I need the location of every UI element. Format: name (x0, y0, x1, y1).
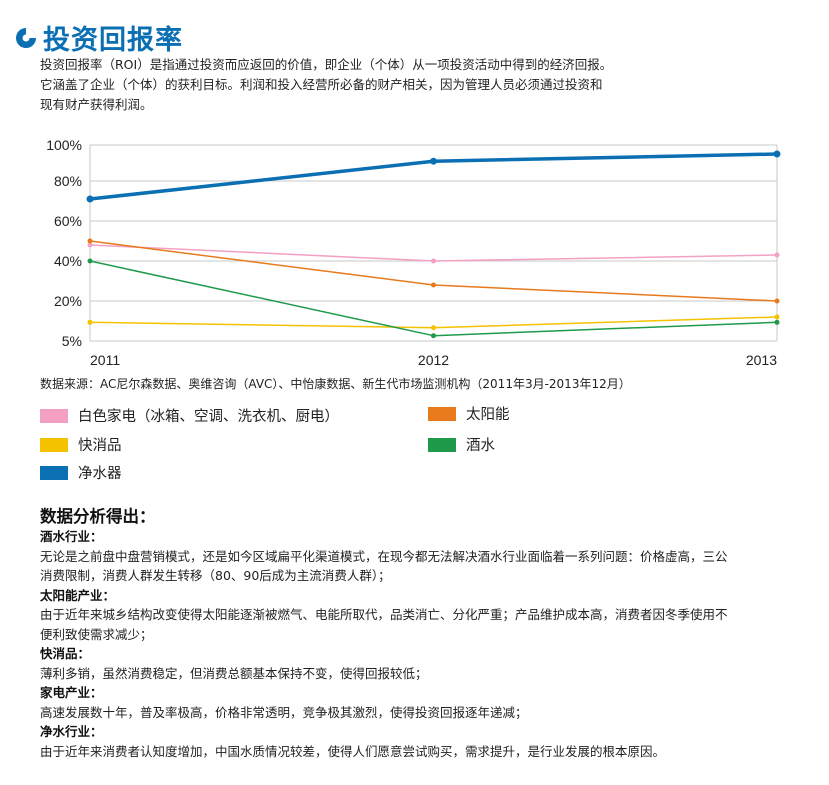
data-point (774, 314, 780, 320)
analysis-section: 酒水行业： 无论是之前盘中盘营销模式，还是如今区域扁平化渠道模式，在现今都无法解… (40, 527, 800, 761)
data-point (774, 252, 780, 258)
pie-bullet-icon (15, 27, 37, 49)
analysis-heading: 酒水行业： (40, 529, 103, 544)
data-point (87, 242, 93, 248)
legend-swatch (40, 437, 68, 452)
analysis-heading: 净水行业： (40, 724, 103, 739)
analysis-title: 数据分析得出： (40, 507, 156, 526)
page-header: 投资回报率 (15, 18, 183, 57)
legend-item-solar: 太阳能 (428, 403, 510, 424)
data-point (86, 195, 94, 203)
analysis-heading: 快消品： (40, 646, 91, 661)
y-tick-label: 60% (54, 213, 82, 229)
legend-swatch (428, 437, 456, 452)
data-point (774, 298, 780, 304)
y-tick-label: 5% (62, 333, 82, 349)
analysis-heading: 家电产业： (40, 685, 103, 700)
y-tick-label: 80% (54, 173, 82, 189)
x-tick-label: 2013 (746, 352, 777, 368)
analysis-text: 高速发展数十年，普及率极高，价格非常透明，竞争极其激烈，使得投资回报逐年递减； (40, 704, 528, 720)
data-point (431, 333, 436, 339)
x-tick-label: 2012 (418, 352, 449, 368)
y-tick-label: 40% (54, 253, 82, 269)
analysis-text: 消费限制，消费人群发生转移（80、90后成为主流消费人群）； (40, 568, 391, 583)
legend-swatch (40, 408, 68, 423)
legend-item-white-appliances: 白色家电（冰箱、空调、洗衣机、厨电） (40, 405, 339, 426)
analysis-text: 薄利多销，虽然消费稳定，但消费总额基本保持不变，使得回报较低； (40, 665, 428, 681)
page-title: 投资回报率 (43, 25, 183, 56)
intro-line: 投资回报率（ROI）是指通过投资而应返回的价值，即企业（个体）从一项投资活动中得… (40, 57, 613, 72)
legend-item-liquor: 酒水 (428, 434, 495, 455)
legend-label: 白色家电（冰箱、空调、洗衣机、厨电） (78, 409, 339, 425)
analysis-text: 由于近年来消费者认知度增加，中国水质情况较差，使得人们愿意尝试购买，需求提升，是… (40, 743, 666, 759)
data-point (431, 325, 436, 331)
data-point (87, 238, 93, 244)
roi-line-chart: 5% 20% 40% 60% 80% 100% 2011 2012 2013 (46, 137, 781, 368)
intro-line: 它涵盖了企业（个体）的获利目标。利润和投入经营所必备的财产相关，因为管理人员必须… (40, 77, 603, 92)
legend-item-fmcg: 快消品 (40, 434, 122, 455)
data-point (431, 258, 436, 264)
data-point (773, 150, 781, 158)
y-tick-label: 20% (54, 293, 82, 309)
analysis-text: 便利致使需求减少； (40, 626, 153, 642)
legend-swatch (428, 406, 456, 421)
y-tick-label: 100% (46, 137, 82, 153)
legend-swatch (40, 465, 68, 480)
intro-paragraph: 投资回报率（ROI）是指通过投资而应返回的价值，即企业（个体）从一项投资活动中得… (40, 55, 680, 115)
x-tick-label: 2011 (90, 352, 120, 368)
data-point (87, 258, 93, 264)
legend-label: 快消品 (78, 438, 122, 454)
data-point (430, 157, 437, 165)
data-source-note: 数据来源：AC尼尔森数据、奥维咨询（AVC）、中怡康数据、新生代市场监测机构（2… (40, 377, 631, 391)
legend-label: 净水器 (78, 466, 122, 482)
data-point (431, 282, 436, 288)
intro-line: 现有财产获得利润。 (40, 97, 153, 112)
analysis-text: 由于近年来城乡结构改变使得太阳能逐渐被燃气、电能所取代，品类消亡、分化严重；产品… (40, 607, 728, 622)
analysis-text: 无论是之前盘中盘营销模式，还是如今区域扁平化渠道模式，在现今都无法解决酒水行业面… (40, 548, 728, 564)
legend-label: 酒水 (466, 438, 495, 454)
data-point (87, 319, 93, 325)
legend-label: 太阳能 (466, 407, 510, 423)
legend-item-water-purifier: 净水器 (40, 462, 122, 483)
analysis-heading: 太阳能产业： (40, 587, 116, 603)
data-point (774, 319, 780, 325)
